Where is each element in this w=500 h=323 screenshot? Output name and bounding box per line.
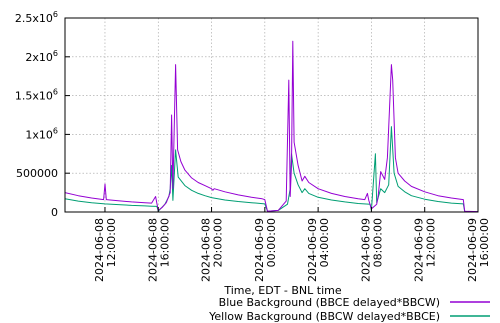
series-line-1 — [64, 126, 479, 213]
y-axis-ticks: 0 500000 1x106 1.5x106 2x106 2.5x106 — [15, 10, 70, 219]
x-tick-time: 12:00:00 — [425, 218, 438, 267]
x-tick-time: 00:00:00 — [265, 218, 278, 267]
y-tick-label: 1.5x106 — [15, 88, 58, 103]
grid-lines — [65, 18, 478, 212]
series-line-0 — [64, 40, 479, 213]
y-tick-label: 500000 — [16, 167, 58, 180]
y-tick-label: 1x106 — [25, 126, 58, 141]
legend-label: Blue Background (BBCE delayed*BBCW) — [219, 296, 440, 309]
x-tick-time: 04:00:00 — [318, 218, 331, 267]
x-tick-date: 2024-06-08 — [146, 218, 159, 282]
x-axis-ticks: 2024-06-08 12:00:00 2024-06-08 16:00:00 2024… — [93, 207, 491, 282]
x-axis-title: Time, EDT - BNL time — [223, 284, 341, 297]
x-tick-time: 16:00:00 — [158, 218, 171, 267]
x-tick-label: 2024-06-09 12:00:00 — [413, 218, 438, 282]
x-tick-date: 2024-06-09 — [306, 218, 319, 282]
y-tick-label: 0 — [51, 206, 58, 219]
y-tick-exponent: 6 — [53, 126, 58, 135]
x-tick-label: 2024-06-08 20:00:00 — [200, 218, 225, 282]
y-tick-exponent: 6 — [53, 88, 58, 97]
y-tick-label: 2x106 — [25, 49, 58, 64]
x-tick-label: 2024-06-09 16:00:00 — [466, 218, 491, 282]
x-tick-label: 2024-06-09 08:00:00 — [359, 218, 384, 282]
x-tick-label: 2024-06-08 16:00:00 — [146, 218, 171, 282]
x-tick-label: 2024-06-09 04:00:00 — [306, 218, 331, 282]
x-tick-date: 2024-06-09 — [253, 218, 266, 282]
x-tick-date: 2024-06-08 — [200, 218, 213, 282]
legend-label: Yellow Background (BBCW delayed*BBCE) — [208, 310, 440, 323]
x-tick-label: 2024-06-08 12:00:00 — [93, 218, 118, 282]
y-tick-label: 2.5x106 — [15, 10, 58, 25]
x-tick-date: 2024-06-09 — [413, 218, 426, 282]
x-tick-date: 2024-06-09 — [359, 218, 372, 282]
x-tick-time: 16:00:00 — [478, 218, 491, 267]
x-tick-time: 08:00:00 — [371, 218, 384, 267]
x-tick-label: 2024-06-09 00:00:00 — [253, 218, 278, 282]
x-tick-date: 2024-06-08 — [93, 218, 106, 282]
plot-area-frame — [64, 17, 479, 213]
x-tick-time: 20:00:00 — [212, 218, 225, 267]
series-lines — [64, 40, 479, 213]
x-tick-date: 2024-06-09 — [466, 218, 479, 282]
y-tick-exponent: 6 — [53, 49, 58, 58]
x-tick-time: 12:00:00 — [105, 218, 118, 267]
legend: Blue Background (BBCE delayed*BBCW)Yello… — [208, 296, 490, 323]
y-tick-exponent: 6 — [53, 10, 58, 19]
